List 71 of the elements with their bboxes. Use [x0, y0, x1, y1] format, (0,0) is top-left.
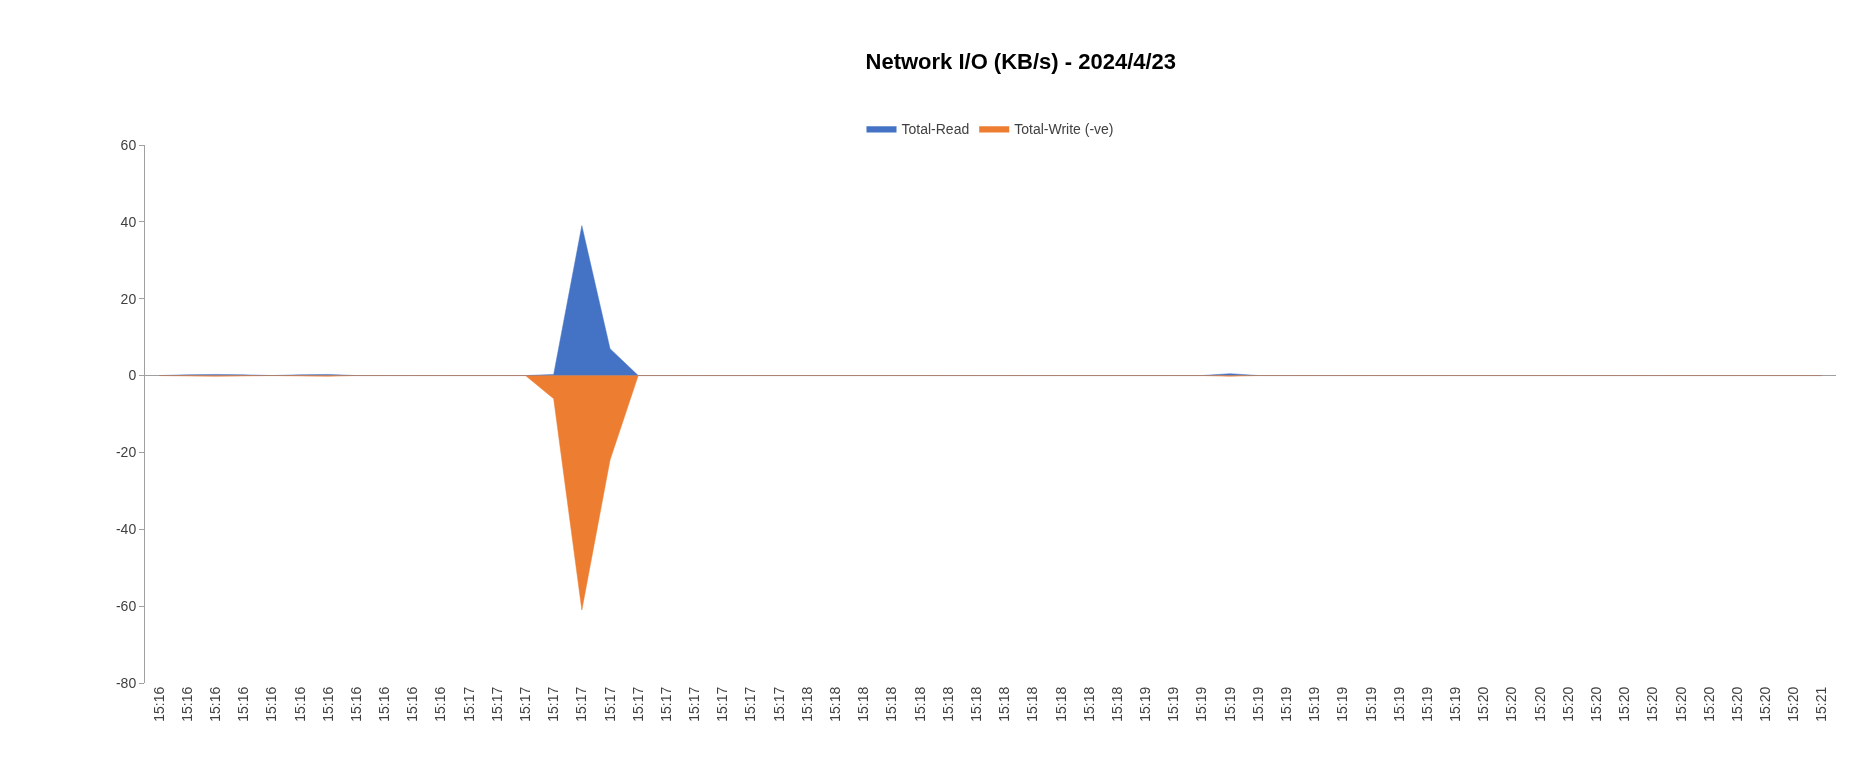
- y-tick-label: -60: [115, 598, 137, 615]
- x-tick-label: 15:19: [1165, 686, 1182, 722]
- x-tick-label: 15:19: [1334, 686, 1351, 722]
- y-tick-label: -20: [115, 444, 137, 461]
- y-tick-label: -80: [115, 674, 137, 691]
- x-tick-label: 15:16: [347, 686, 364, 722]
- x-tick-label: 15:17: [629, 686, 646, 722]
- y-tick-label: 60: [120, 136, 137, 153]
- x-tick-label: 15:17: [770, 686, 787, 722]
- x-tick-label: 15:19: [1390, 686, 1407, 722]
- legend-label: Total-Write (-ve): [1014, 121, 1114, 138]
- y-tick-label: 40: [120, 213, 137, 230]
- y-tick-label: 20: [120, 290, 137, 307]
- x-tick-label: 15:20: [1785, 686, 1802, 722]
- x-tick-label: 15:20: [1587, 686, 1604, 722]
- x-tick-label: 15:16: [207, 686, 224, 722]
- x-tick-label: 15:19: [1221, 686, 1238, 722]
- x-tick-label: 15:18: [1108, 686, 1125, 722]
- x-tick-label: 15:17: [686, 686, 703, 722]
- x-tick-label: 15:20: [1757, 686, 1774, 722]
- x-tick-label: 15:19: [1362, 686, 1379, 722]
- x-tick-label: 15:20: [1728, 686, 1745, 722]
- x-tick-label: 15:18: [967, 686, 984, 722]
- x-tick-label: 15:17: [657, 686, 674, 722]
- x-tick-label: 15:16: [432, 686, 449, 722]
- x-tick-label: 15:17: [460, 686, 477, 722]
- x-tick-label: 15:19: [1306, 686, 1323, 722]
- x-tick-label: 15:17: [742, 686, 759, 722]
- x-tick-label: 15:18: [883, 686, 900, 722]
- y-tick-label: 0: [128, 367, 137, 384]
- x-tick-label: 15:18: [855, 686, 872, 722]
- x-tick-label: 15:17: [714, 686, 731, 722]
- x-tick-label: 15:17: [488, 686, 505, 722]
- x-tick-label: 15:16: [178, 686, 195, 722]
- x-tick-label: 15:16: [376, 686, 393, 722]
- x-tick-label: 15:18: [798, 686, 815, 722]
- x-tick-label: 15:16: [235, 686, 252, 722]
- x-tick-label: 15:19: [1418, 686, 1435, 722]
- x-tick-label: 15:21: [1813, 686, 1830, 722]
- x-tick-label: 15:20: [1559, 686, 1576, 722]
- x-tick-label: 15:16: [150, 686, 167, 722]
- x-tick-label: 15:20: [1700, 686, 1717, 722]
- x-tick-label: 15:19: [1277, 686, 1294, 722]
- x-tick-label: 15:20: [1531, 686, 1548, 722]
- x-tick-label: 15:17: [545, 686, 562, 722]
- x-tick-label: 15:17: [517, 686, 534, 722]
- x-tick-label: 15:20: [1672, 686, 1689, 722]
- x-tick-label: 15:19: [1249, 686, 1266, 722]
- x-tick-label: 15:16: [291, 686, 308, 722]
- x-tick-label: 15:20: [1644, 686, 1661, 722]
- x-tick-label: 15:16: [263, 686, 280, 722]
- x-tick-label: 15:20: [1475, 686, 1492, 722]
- x-tick-label: 15:20: [1503, 686, 1520, 722]
- x-tick-label: 15:18: [1052, 686, 1069, 722]
- x-tick-label: 15:18: [939, 686, 956, 722]
- x-tick-label: 15:19: [1137, 686, 1154, 722]
- chart-title: Network I/O (KB/s) - 2024/4/23: [865, 48, 1177, 74]
- x-tick-label: 15:18: [996, 686, 1013, 722]
- x-tick-label: 15:18: [1080, 686, 1097, 722]
- x-tick-label: 15:19: [1447, 686, 1464, 722]
- x-tick-label: 15:19: [1193, 686, 1210, 722]
- legend-label: Total-Read: [901, 121, 970, 138]
- x-tick-label: 15:18: [1024, 686, 1041, 722]
- x-tick-label: 15:16: [319, 686, 336, 722]
- x-tick-label: 15:18: [827, 686, 844, 722]
- x-tick-label: 15:17: [573, 686, 590, 722]
- x-tick-label: 15:20: [1616, 686, 1633, 722]
- x-tick-label: 15:18: [911, 686, 928, 722]
- x-tick-label: 15:17: [601, 686, 618, 722]
- x-tick-label: 15:16: [404, 686, 421, 722]
- y-tick-label: -40: [115, 521, 137, 538]
